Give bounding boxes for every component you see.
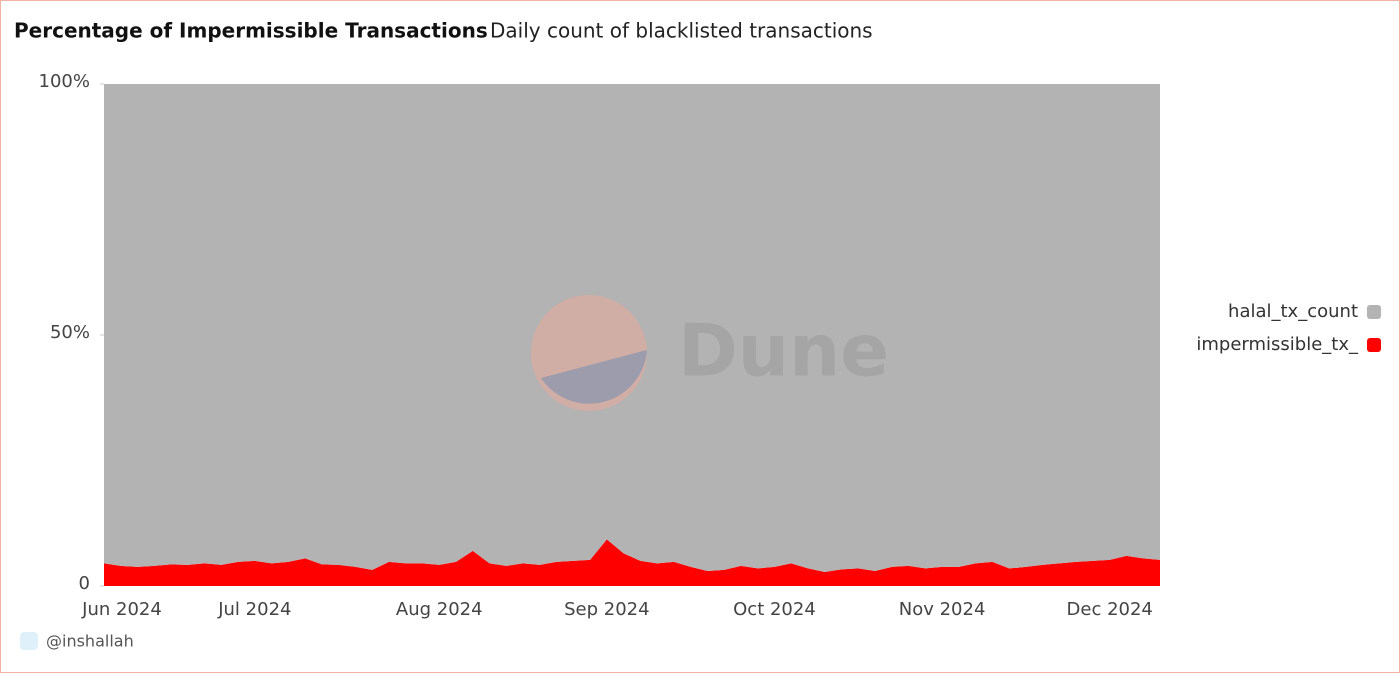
x-tick-label: Sep 2024 — [564, 599, 649, 620]
y-tick-label: 50% — [50, 322, 90, 343]
chart-subtitle: Daily count of blacklisted transactions — [490, 19, 873, 43]
x-tick-label: Nov 2024 — [899, 599, 986, 620]
area — [104, 539, 1160, 586]
watermark-text: Dune — [678, 309, 889, 393]
watermark-logo — [541, 350, 647, 404]
credit: @inshallah — [46, 632, 134, 651]
watermark: Dune — [531, 295, 889, 411]
y-tick-label: 0 — [79, 573, 90, 594]
x-tick-label: Aug 2024 — [396, 599, 483, 620]
x-tick-label: Jul 2024 — [217, 599, 291, 620]
legend-label: impermissible_tx_ — [1196, 334, 1359, 355]
legend-swatch — [1367, 305, 1381, 319]
legend-label: halal_tx_count — [1228, 301, 1358, 322]
x-tick-label: Dec 2024 — [1067, 599, 1153, 620]
y-tick-label: 100% — [39, 71, 90, 92]
x-tick-label: Oct 2024 — [733, 599, 816, 620]
chart-title: Percentage of Impermissible Transactions — [14, 19, 488, 43]
credit-icon — [20, 632, 38, 650]
legend-swatch — [1367, 338, 1381, 352]
x-tick-label: Jun 2024 — [81, 599, 162, 620]
